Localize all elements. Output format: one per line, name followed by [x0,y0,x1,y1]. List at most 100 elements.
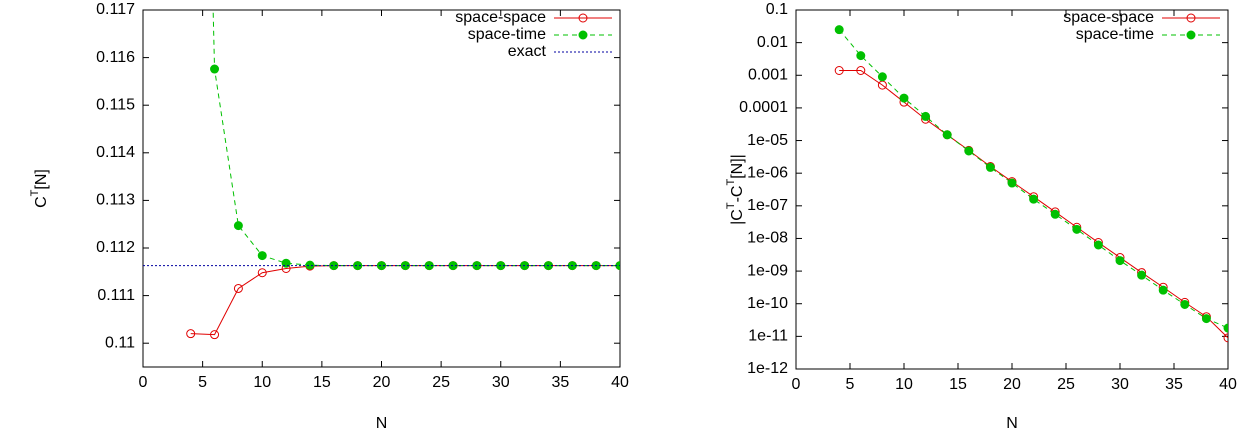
y-axis-label: |CT-CT[N]| [725,154,746,225]
plot-area [834,25,1228,343]
point [1137,270,1147,280]
point [210,64,220,74]
point [353,261,363,271]
point [1093,240,1103,250]
point [186,329,196,339]
y-tick-label: 0.116 [96,49,135,66]
x-tick-label: 15 [949,376,967,393]
chart: 0 5 10 15 20 25 30 35 40 1e-12 1e-11 1e-10 1e-09 1e-0… [725,1,1237,432]
y-tick-label: 1e-09 [747,262,788,279]
legend-label: space-space [455,9,546,26]
y-axis-label-part: -C [729,186,746,203]
legend-marker [578,13,588,23]
point [1050,209,1060,219]
y-axis-label-part: T [725,179,737,186]
x-tick-label: 40 [611,374,629,391]
point [964,146,974,156]
legend-marker [1186,30,1196,40]
x-tick-label: 35 [1165,376,1183,393]
point [257,251,267,261]
x-tick-label: 0 [139,374,148,391]
point [1223,323,1228,333]
y-tick-label: 1e-07 [747,197,788,214]
point [834,66,844,76]
y-tick-label: 0.117 [96,1,135,18]
point [257,268,267,278]
point [377,261,386,271]
legend-label: space-time [468,26,546,43]
x-tick-label: 25 [432,374,450,391]
plot-area [143,10,620,340]
point [1201,314,1211,324]
point [1158,285,1168,295]
y-tick-label: 1e-12 [747,360,788,377]
y-tick-label: 1e-06 [747,164,788,181]
series-line [212,10,620,267]
plot-frame [142,9,621,368]
y-tick-label: 0.111 [97,287,135,304]
y-axis-label-part: T [29,189,41,196]
y-tick-label: 1e-11 [748,328,788,345]
x-tick-label: 15 [313,374,331,391]
point [942,130,952,140]
y-axis-label-part: [N]| [729,154,746,179]
y-tick-label: 1e-10 [747,295,788,312]
y-tick-label: 0.114 [96,144,135,161]
series-line [839,70,1228,339]
point [1223,333,1228,343]
x-tick-label: 25 [1057,376,1075,393]
x-tick-label: 20 [373,374,391,391]
y-tick-label: 0.0001 [739,99,788,116]
y-tick-label: 0.1 [766,1,788,18]
y-axis-label-part: |C [729,209,746,225]
point [448,261,458,271]
x-tick-label: 5 [198,374,207,391]
point [424,261,434,271]
point [899,93,909,103]
point [877,72,887,82]
x-tick-label: 20 [1003,376,1021,393]
y-tick-label: 1e-08 [747,230,788,247]
point [1007,178,1017,188]
x-tick-label: 30 [1111,376,1129,393]
x-tick-label: 10 [895,376,913,393]
y-axis-label-part: T [725,202,737,209]
point [1115,256,1125,266]
legend-label: space-time [1076,26,1154,43]
y-tick-label: 0.113 [96,192,135,209]
point [233,221,243,231]
chart: 0 5 10 15 20 25 30 35 40 0.11 0.111 0.112 0.113 0.114… [29,1,629,432]
plot-frame [795,9,1229,370]
x-tick-label: 30 [492,374,510,391]
series-line [190,265,620,336]
x-axis-label: N [376,415,388,432]
point [210,330,220,340]
point [921,111,931,121]
point [1029,194,1039,204]
point [834,25,844,35]
point [1180,299,1190,309]
series-line [838,29,1228,329]
legend-label: space-space [1063,9,1154,26]
x-tick-label: 0 [792,376,801,393]
y-tick-label: 0.112 [96,239,135,256]
x-axis-label: N [1006,415,1018,432]
point [985,162,995,172]
x-tick-label: 40 [1219,376,1237,393]
y-tick-label: 1e-05 [747,132,788,149]
legend-marker [1186,13,1196,23]
x-tick-label: 35 [551,374,569,391]
point [305,260,315,270]
point [400,261,410,271]
y-tick-label: 0.11 [105,334,135,351]
point [1072,224,1082,234]
y-tick-label: 0.115 [96,96,135,113]
y-tick-label: 0.01 [757,34,788,51]
point [856,66,866,76]
x-tick-label: 5 [846,376,855,393]
y-axis-label-part: [N] [33,169,50,189]
y-axis-label: CT[N] [29,169,50,208]
x-tick-label: 10 [253,374,271,391]
